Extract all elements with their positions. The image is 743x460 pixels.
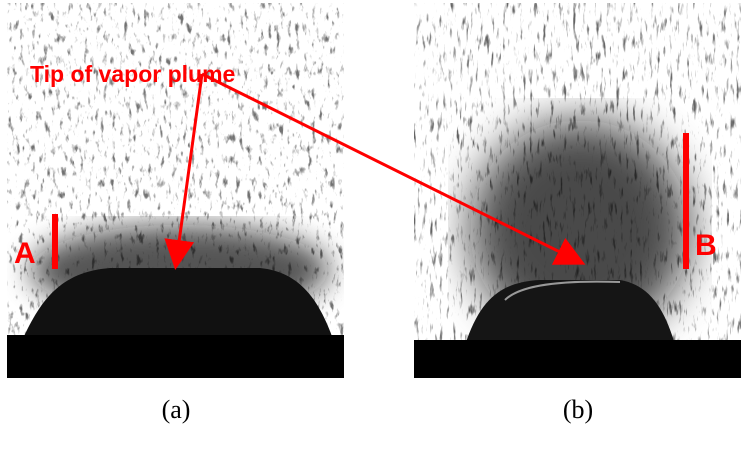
marker-label: A xyxy=(14,237,36,270)
arrow xyxy=(201,72,586,265)
marker-label: B xyxy=(695,229,717,262)
scale-bar xyxy=(52,214,58,269)
caption: (a) xyxy=(162,395,191,424)
arrow xyxy=(164,73,204,270)
image-a xyxy=(7,3,344,378)
caption: (b) xyxy=(563,395,593,424)
scale-bar xyxy=(683,133,689,269)
image-b xyxy=(414,3,741,378)
